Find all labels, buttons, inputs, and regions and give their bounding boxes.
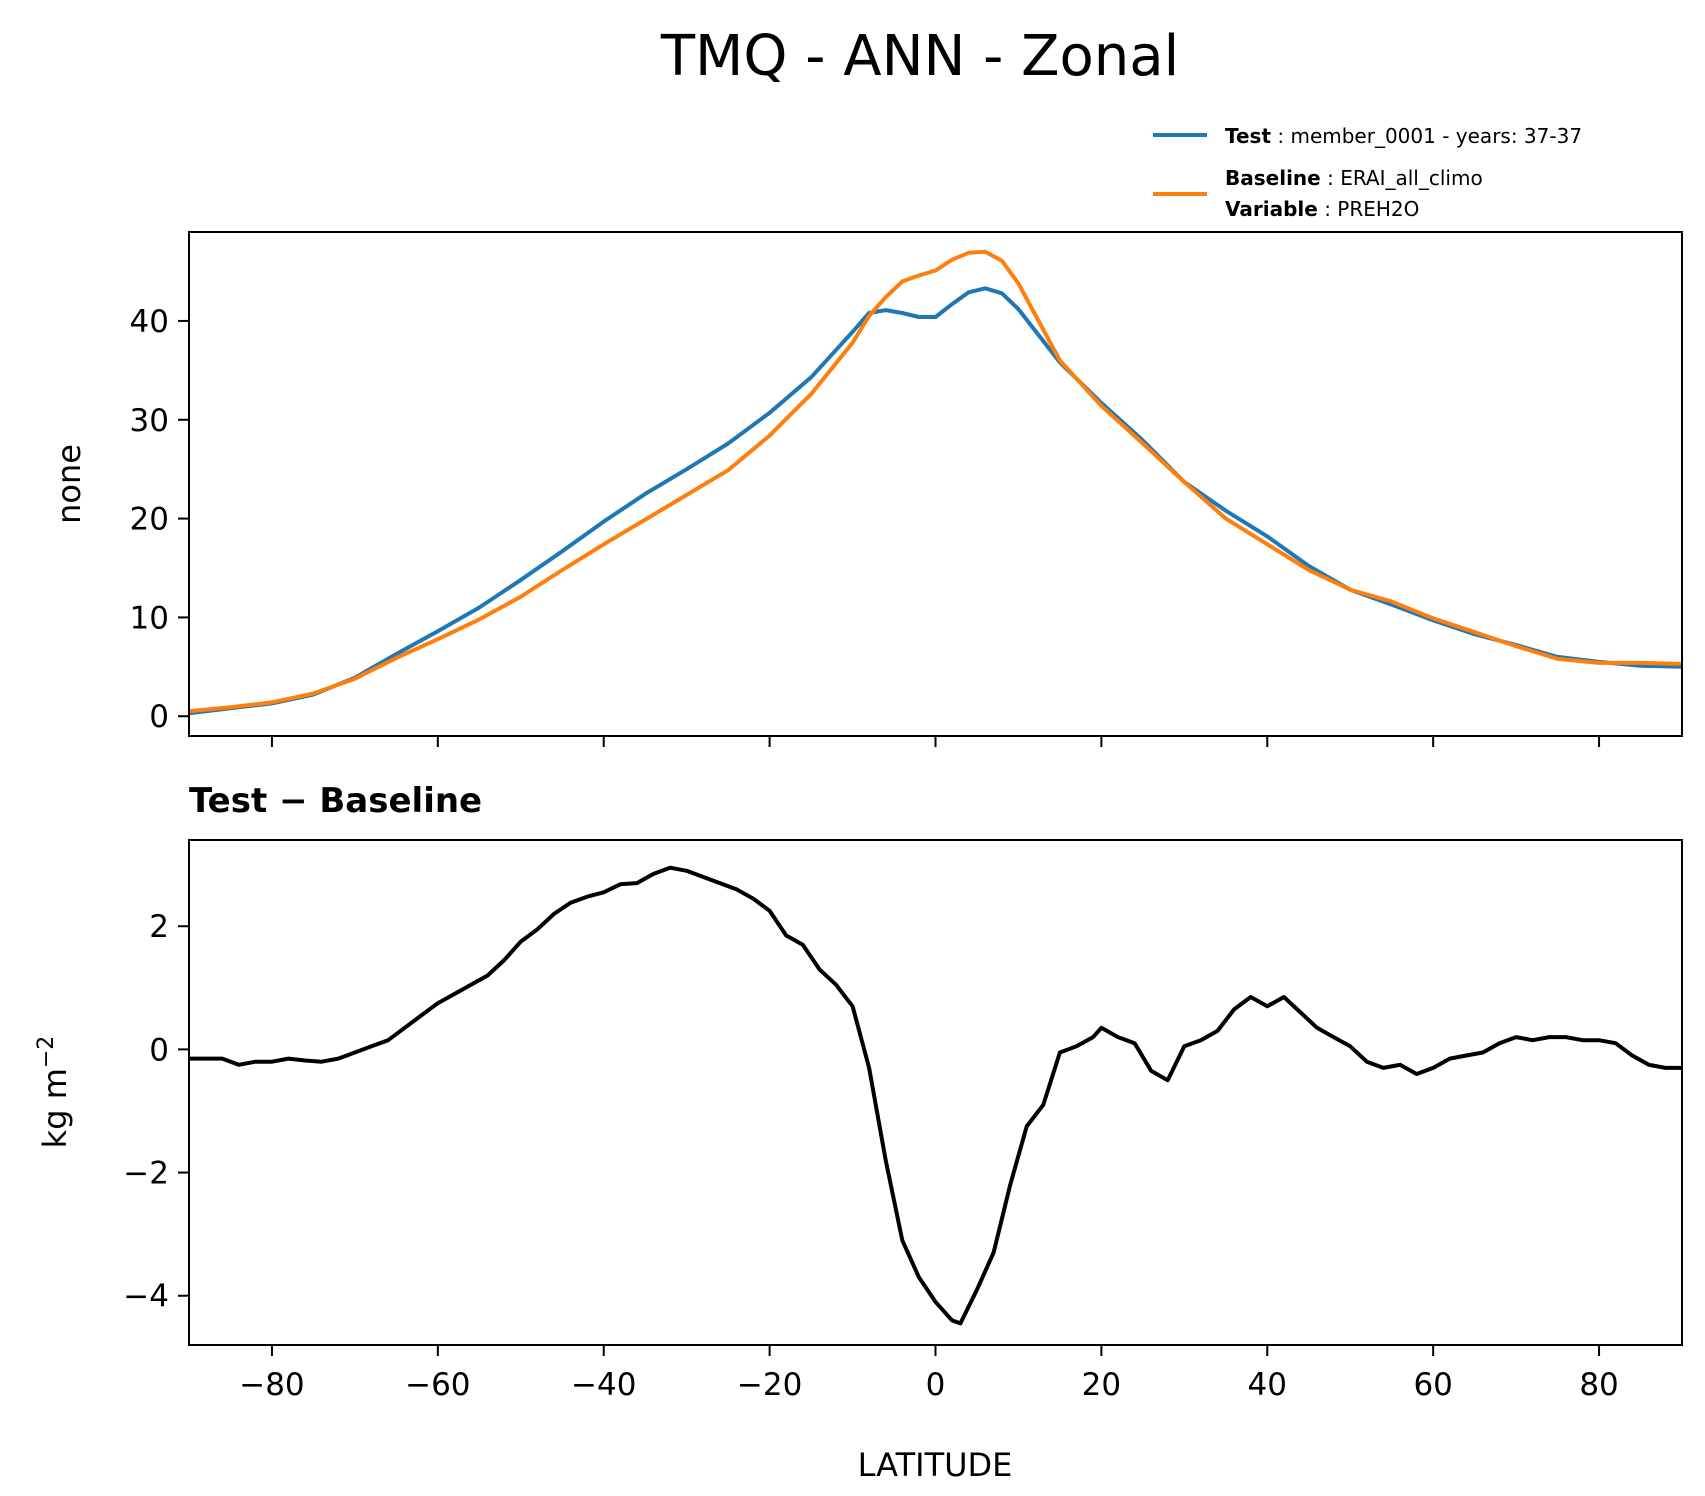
- top-y-tick-label: 10: [130, 600, 169, 636]
- bottom-x-tick-label: −40: [571, 1367, 636, 1403]
- bottom-y-tick-label: 2: [149, 909, 169, 945]
- bottom-x-tick-label: −60: [405, 1367, 470, 1403]
- top-y-tick-label: 0: [149, 699, 169, 735]
- legend: Test : member_0001 - years: 37-37 Baseli…: [1153, 124, 1582, 221]
- bottom-y-ticks: −4 −2 0 2: [123, 909, 189, 1315]
- top-series-line-baseline: [188, 249, 1683, 714]
- bottom-x-label: LATITUDE: [858, 1446, 1013, 1484]
- bottom-x-tick-label: 0: [926, 1367, 946, 1403]
- top-y-tick-label: 40: [130, 304, 169, 340]
- figure-title: TMQ - ANN - Zonal: [660, 24, 1179, 89]
- top-y-ticks: 0 10 20 30 40: [130, 304, 189, 735]
- bottom-y-label: kg m−2: [34, 1036, 74, 1149]
- bottom-x-tick-label: −20: [737, 1367, 802, 1403]
- top-series-group: [188, 249, 1683, 716]
- legend-entry-variable: Variable : PREH2O: [1225, 197, 1419, 221]
- bottom-x-tick-label: −80: [239, 1367, 304, 1403]
- bottom-y-tick-label: −2: [123, 1156, 169, 1192]
- bottom-x-tick-label: 20: [1082, 1367, 1121, 1403]
- bottom-y-tick-label: 0: [149, 1032, 169, 1068]
- bottom-panel: Test − Baseline −80 −60 −40 −20 0 20 40 60 80 −4…: [34, 781, 1683, 1484]
- top-y-tick-label: 30: [130, 403, 169, 439]
- bottom-series-group: [189, 865, 1682, 1326]
- bottom-panel-title: Test − Baseline: [189, 781, 482, 821]
- bottom-series-line-test-baseline: [189, 865, 1682, 1326]
- top-x-ticks: [270, 736, 1601, 747]
- bottom-x-tick-label: 60: [1413, 1367, 1452, 1403]
- top-y-tick-label: 20: [130, 502, 169, 538]
- top-y-label: none: [50, 444, 88, 524]
- top-axes-frame: [188, 231, 1683, 737]
- legend-entry-test: Test : member_0001 - years: 37-37: [1225, 124, 1582, 148]
- bottom-y-tick-label: −4: [123, 1279, 169, 1315]
- top-series-line-test: [188, 286, 1683, 716]
- legend-entry-baseline: Baseline : ERAI_all_climo: [1225, 166, 1483, 190]
- bottom-x-tick-label: 40: [1248, 1367, 1287, 1403]
- bottom-axes-frame: [188, 839, 1683, 1346]
- bottom-x-ticks: −80 −60 −40 −20 0 20 40 60 80: [239, 1345, 1619, 1403]
- top-panel: 0 10 20 30 40 none: [50, 231, 1683, 747]
- bottom-x-tick-label: 80: [1579, 1367, 1618, 1403]
